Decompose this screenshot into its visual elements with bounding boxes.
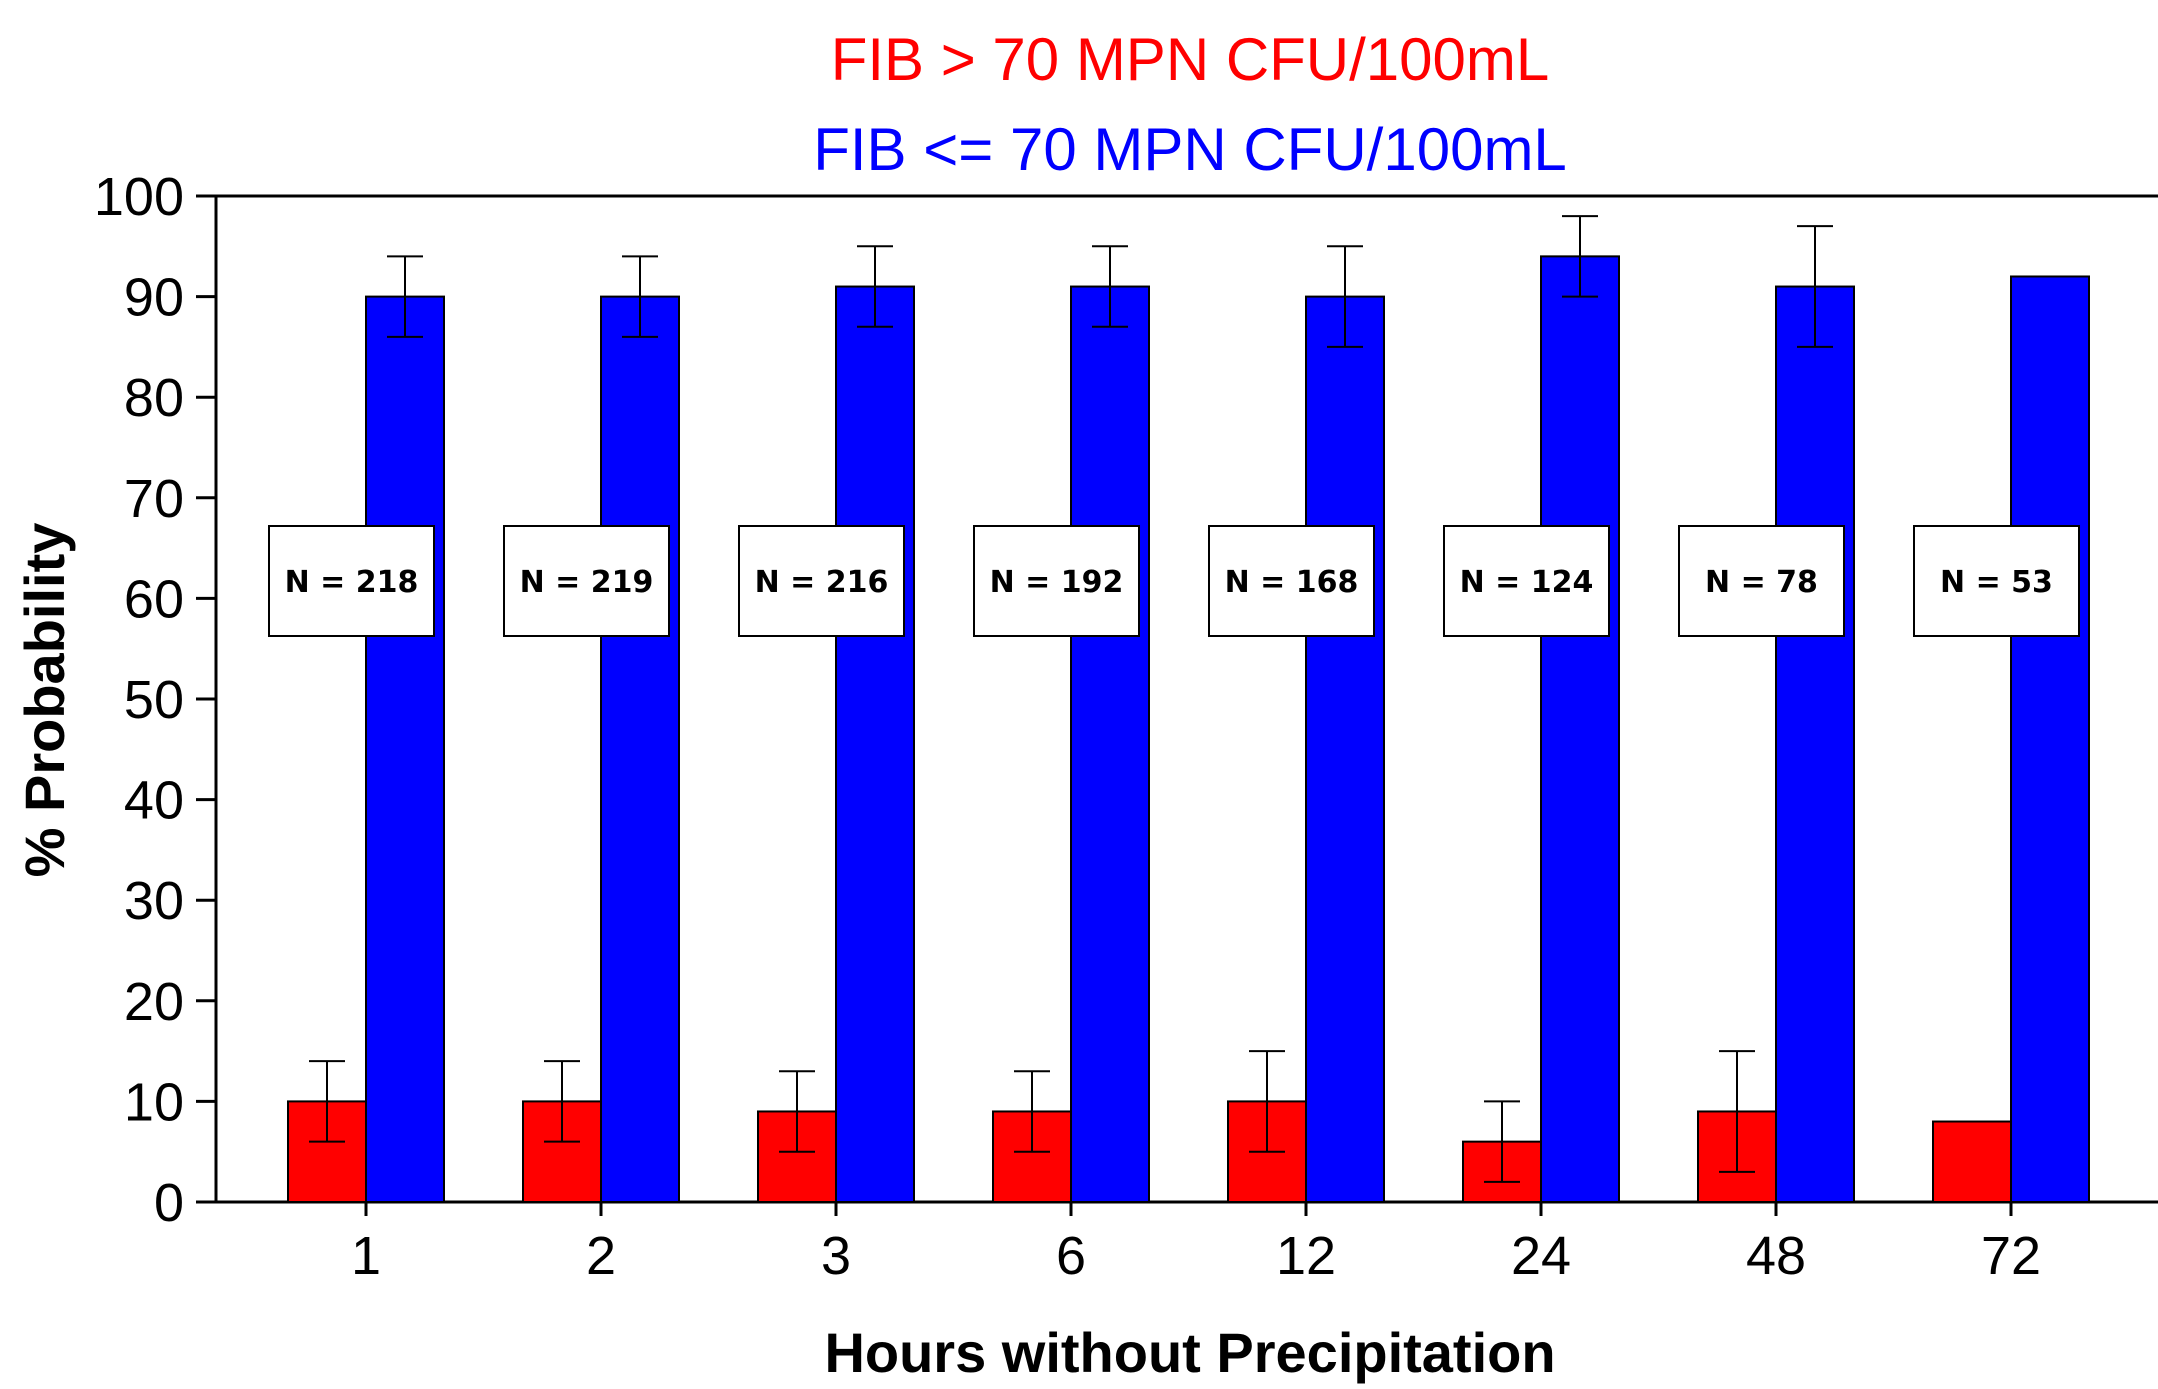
n-label-box (738, 525, 905, 637)
n-label-box (1208, 525, 1375, 637)
n-label: N = 219 (520, 565, 654, 600)
y-tick-label: 80 (124, 368, 184, 428)
x-tick-label: 6 (1056, 1226, 1086, 1286)
chart-title-line-1: FIB > 70 MPN CFU/100mL (831, 26, 1550, 93)
y-tick-label: 100 (94, 167, 184, 227)
bar-blue (365, 295, 445, 1204)
y-axis-title: % Probability (13, 523, 76, 878)
n-label-box (268, 525, 435, 637)
y-tick-label: 50 (124, 670, 184, 730)
n-label-box (1913, 525, 2080, 637)
x-tick-label: 1 (351, 1226, 381, 1286)
bar-blue (1070, 285, 1150, 1204)
y-tick-label: 90 (124, 268, 184, 328)
n-label: N = 53 (1940, 565, 2053, 600)
n-label: N = 124 (1460, 565, 1594, 600)
y-tick-label: 60 (124, 569, 184, 629)
y-tick-label: 70 (124, 469, 184, 529)
bar-blue (1305, 295, 1385, 1204)
n-label-box (1678, 525, 1845, 637)
x-tick-label: 72 (1981, 1226, 2041, 1286)
bar-red (1932, 1120, 2012, 1204)
x-axis-title: Hours without Precipitation (824, 1321, 1555, 1384)
n-label: N = 216 (755, 565, 889, 600)
x-tick-label: 3 (821, 1226, 851, 1286)
n-label-box (503, 525, 670, 637)
y-tick-label: 30 (124, 871, 184, 931)
n-label: N = 192 (990, 565, 1124, 600)
x-tick-label: 12 (1276, 1226, 1336, 1286)
bar-blue (600, 295, 680, 1204)
n-label-box (973, 525, 1140, 637)
y-tick-label: 0 (154, 1173, 184, 1233)
x-tick-label: 48 (1746, 1226, 1806, 1286)
plot-area: 0 10 20 30 40 50 60 70 80 90 100 1 N = 218 2 N = 219 3 N… (94, 167, 2158, 1286)
chart-title: FIB > 70 MPN CFU/100mL FIB <= 70 MPN CFU… (813, 26, 1567, 183)
bar-blue (835, 285, 915, 1204)
x-tick-label: 2 (586, 1226, 616, 1286)
chart-title-line-2: FIB <= 70 MPN CFU/100mL (813, 116, 1567, 183)
n-label: N = 218 (285, 565, 419, 600)
n-label-box (1443, 525, 1610, 637)
bar-blue (1775, 285, 1855, 1204)
y-tick-label: 10 (124, 1072, 184, 1132)
bar-blue (1540, 255, 1620, 1203)
n-label: N = 168 (1225, 565, 1359, 600)
x-tick-label: 24 (1511, 1226, 1571, 1286)
n-label: N = 78 (1705, 565, 1818, 600)
bar-blue (2010, 275, 2090, 1204)
y-tick-label: 40 (124, 771, 184, 831)
y-tick-label: 20 (124, 972, 184, 1032)
